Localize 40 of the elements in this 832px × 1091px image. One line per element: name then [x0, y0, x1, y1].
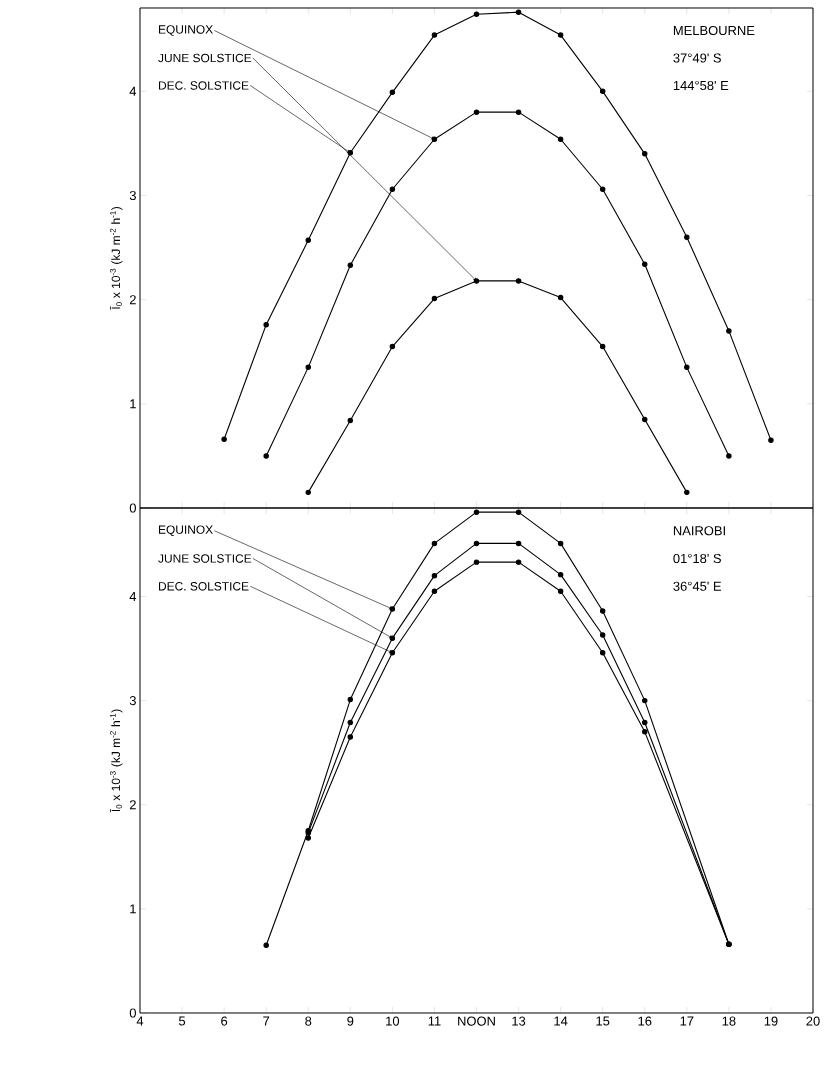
y-tick-label: 1 — [130, 399, 136, 409]
x-tick-label: 14 — [554, 1016, 568, 1026]
x-tick-label: 7 — [263, 1016, 270, 1026]
text: Ī$_{0}$ x 10$^{-3}$ (kJ m$^{-2}$ h$^{-1}$) — [110, 709, 123, 813]
x-tick-label: 18 — [722, 1016, 736, 1026]
text: JUNE SOLSTICE — [158, 53, 252, 63]
text: EQUINOX — [159, 25, 213, 36]
x-tick-label: 9 — [347, 1016, 354, 1026]
x-tick-label: NOON — [458, 1016, 495, 1026]
x-tick-label: 10 — [386, 1016, 400, 1026]
y-tick-label: 2 — [129, 800, 136, 810]
x-tick-label: 8 — [305, 1016, 312, 1026]
text: EQUINOX — [159, 525, 213, 537]
y-tick-label: 3 — [129, 696, 136, 706]
y-tick-label: 2 — [129, 295, 136, 305]
y-tick-label: 4 — [129, 86, 137, 96]
x-tick-label: 20 — [806, 1016, 820, 1026]
annotation: NAIROBI — [673, 526, 725, 536]
annotation: 01°18' S — [673, 553, 721, 564]
text: DEC. SOLSTICE — [159, 81, 249, 90]
y-tick-label: 0 — [129, 1008, 136, 1018]
annotation: 144°58' E — [673, 80, 729, 91]
y-tick-label: 0 — [129, 503, 136, 513]
annotation: 37°49' S — [673, 53, 721, 63]
y-tick-label: 3 — [129, 190, 136, 201]
text: JUNE SOLSTICE — [158, 554, 252, 563]
x-tick-label: 5 — [178, 1016, 186, 1026]
x-tick-label: 13 — [512, 1016, 526, 1026]
x-tick-label: 19 — [764, 1016, 778, 1026]
x-tick-label: 15 — [596, 1016, 610, 1026]
annotation: MELBOURNE — [673, 25, 755, 36]
y-tick-label: 1 — [130, 904, 136, 914]
y-tick-label: 4 — [129, 592, 137, 601]
x-tick-label: 17 — [680, 1016, 694, 1026]
x-tick-label: 16 — [638, 1016, 652, 1026]
x-tick-label: 6 — [221, 1016, 228, 1026]
x-tick-label: 11 — [428, 1016, 441, 1026]
text: DEC. SOLSTICE — [159, 582, 249, 591]
text: Ī$_{0}$ x 10$^{-3}$ (kJ m$^{-2}$ h$^{-1}$) — [110, 207, 123, 310]
annotation: 36°45' E — [673, 581, 721, 591]
